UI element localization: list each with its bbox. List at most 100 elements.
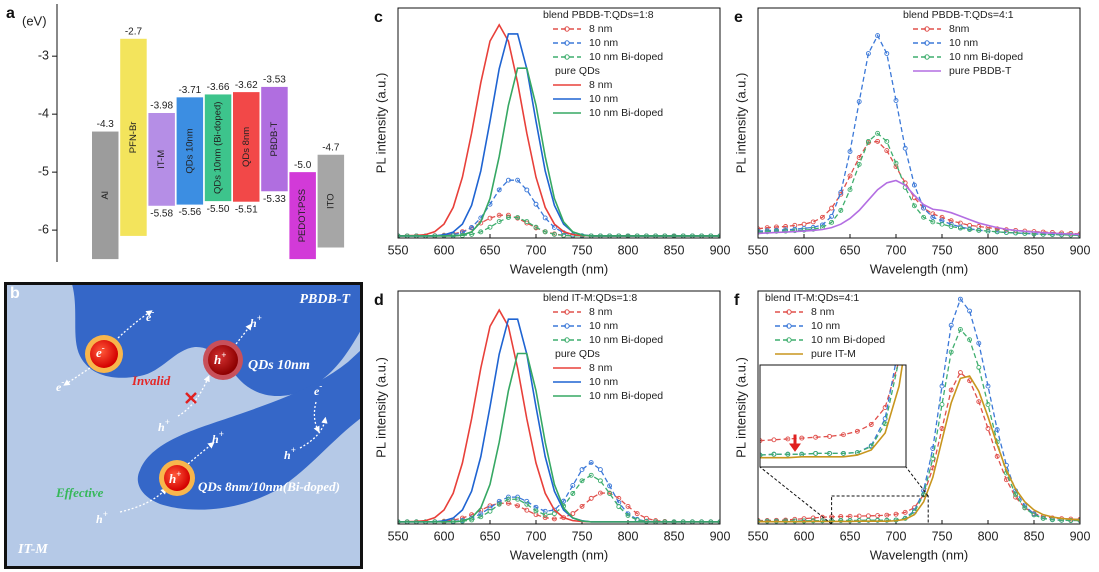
x-tick-label: 550 [388,243,409,257]
data-point [976,399,982,405]
data-point [487,215,493,221]
data-point [688,454,692,458]
legend-marker [564,309,570,315]
data-point [1068,518,1074,523]
plot-area [758,33,1080,238]
data-point [1031,512,1037,518]
charge-label: h+ [158,417,170,434]
particle-label: QDs 10nm [248,358,310,373]
top-value-label: -4.7 [322,142,340,153]
data-point [902,509,908,515]
transfer-arrow [177,375,210,417]
data-point [1064,428,1068,432]
bottom-value-label: -5.56 [178,207,201,218]
data-point [865,513,871,519]
data-point [675,455,679,459]
data-point [854,428,860,434]
data-point [478,229,484,235]
legend-label: 8 nm [811,306,835,318]
bar-name: PBDB-T [269,121,280,156]
legend-marker [924,54,930,60]
pl-chart: c PL intensity (a.u.) Wavelength (nm) 550 60… [373,7,730,276]
transfer-arrow [119,487,168,513]
data-point [616,504,622,510]
data-point [533,201,539,207]
data-point [875,513,881,519]
x-tick-label: 600 [794,243,815,257]
energy-bar [289,172,316,260]
data-point [785,436,791,442]
data-point [827,433,832,439]
data-point [661,455,665,459]
data-point [985,383,991,389]
data-point [810,219,816,225]
data-point [579,503,585,509]
data-point [758,229,761,235]
data-point [930,214,936,220]
data-point [884,512,890,518]
legend-title: blend IT-M:QDs=4:1 [765,292,859,304]
y-tick-label: -6 [38,222,49,236]
data-point [875,33,881,39]
x-tick-label: 900 [1070,529,1091,543]
data-point [967,337,973,343]
inset-background [760,365,906,467]
top-value-label: -5.0 [294,160,312,171]
data-point [1064,427,1068,431]
spectrum-line [398,308,720,523]
data-point [542,229,548,235]
data-point [688,454,692,458]
legend-title: blend PBDB-T:QDs=4:1 [903,9,1014,21]
energy-bar [261,86,288,192]
data-point [478,511,484,517]
data-point [882,416,888,421]
data-point [647,452,651,456]
inset-plot [647,166,1068,459]
data-point [840,432,846,438]
bottom-value-label: -5.51 [235,204,258,215]
data-point [524,498,530,504]
legend-title: blend IT-M:QDs=1:8 [543,292,637,304]
data-point [551,511,557,517]
particle-label: QDs 8nm/10nm(Bi-doped) [198,479,340,494]
schematic-frame [4,282,363,569]
energy-bar [233,92,260,202]
data-point [1059,232,1065,238]
transfer-arrow [117,310,153,339]
x-tick-label: 800 [618,529,639,543]
energy-bar [148,112,175,206]
legend-label: 10 nm Bi-doped [949,51,1023,63]
charge-label: e- [314,381,322,398]
data-point [985,426,991,431]
data-point [930,211,936,217]
data-point [625,503,631,509]
legend-label: 8 nm [589,362,613,374]
data-point [1013,492,1019,498]
data-point [607,491,613,496]
data-point [1050,406,1054,410]
data-point [813,450,819,456]
data-point [661,455,665,459]
legend-label: 10 nm Bi-doped [811,334,885,346]
quantum-dot [208,345,238,375]
charge-label: e- [146,307,154,324]
data-point [948,221,954,227]
data-point [930,456,936,461]
data-point [515,494,521,500]
data-point [1022,505,1028,511]
panel-label: e [734,9,743,26]
transfer-arrow [187,441,215,465]
data-point [865,51,871,56]
data-point [1077,232,1080,238]
data-point [597,478,603,484]
data-point [469,224,475,230]
data-point [939,218,945,224]
data-point [1036,367,1040,371]
data-point [948,387,954,393]
data-point [478,514,484,520]
data-point [524,507,530,513]
data-point [1022,304,1026,308]
data-point [1008,166,1012,170]
data-point [524,501,530,507]
spectrum-line [758,328,1080,522]
